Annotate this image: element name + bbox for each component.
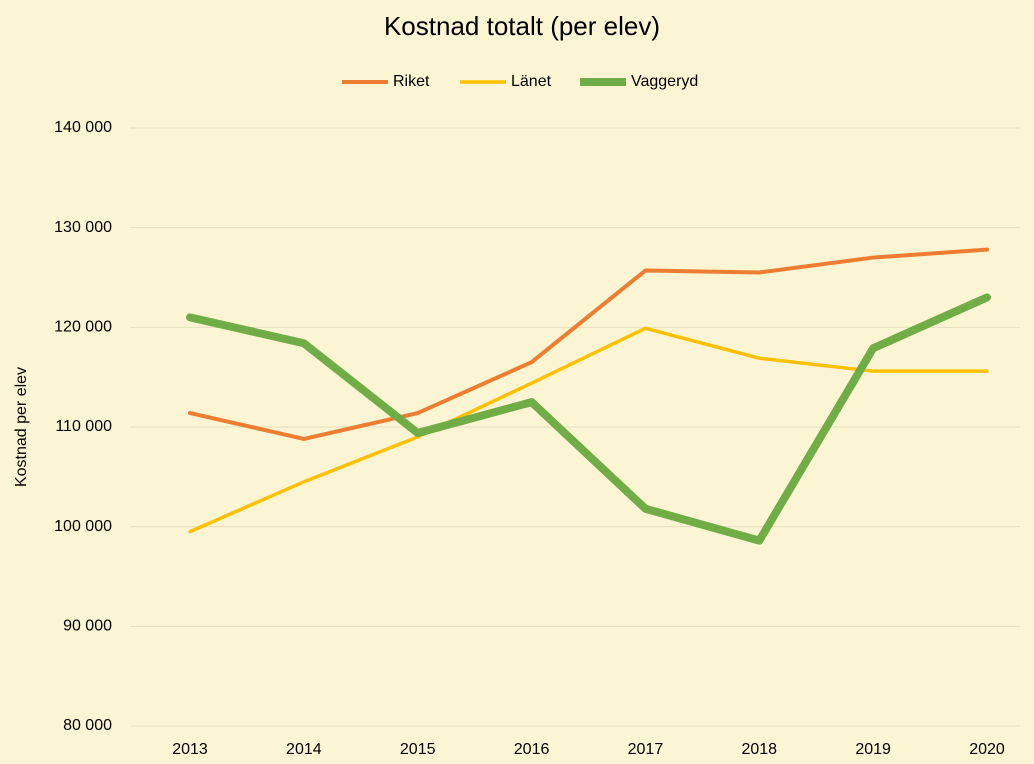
legend-label: Riket: [393, 73, 430, 90]
line-series: [188, 326, 989, 534]
legend-label: Vaggeryd: [631, 73, 698, 90]
y-tick-label: 130 000: [54, 219, 112, 236]
legend-label: Länet: [511, 73, 552, 90]
y-tick-label: 90 000: [63, 618, 112, 635]
x-tick-label: 2017: [628, 741, 664, 758]
x-tick-label: 2014: [286, 741, 322, 758]
y-axis-label: Kostnad per elev: [13, 367, 30, 487]
line-series: [188, 247, 989, 441]
y-tick-label: 100 000: [54, 518, 112, 535]
x-tick-label: 2015: [400, 741, 436, 758]
chart-title: Kostnad totalt (per elev): [384, 11, 660, 41]
y-tick-label: 80 000: [63, 717, 112, 734]
x-tick-label: 2013: [172, 741, 208, 758]
x-tick-label: 2019: [855, 741, 891, 758]
x-tick-label: 2018: [741, 741, 777, 758]
x-tick-label: 2016: [514, 741, 550, 758]
x-tick-label: 2020: [969, 741, 1005, 758]
y-tick-label: 110 000: [55, 418, 112, 435]
y-tick-label: 140 000: [54, 119, 112, 136]
line-series: [186, 293, 991, 545]
y-tick-label: 120 000: [54, 319, 112, 336]
